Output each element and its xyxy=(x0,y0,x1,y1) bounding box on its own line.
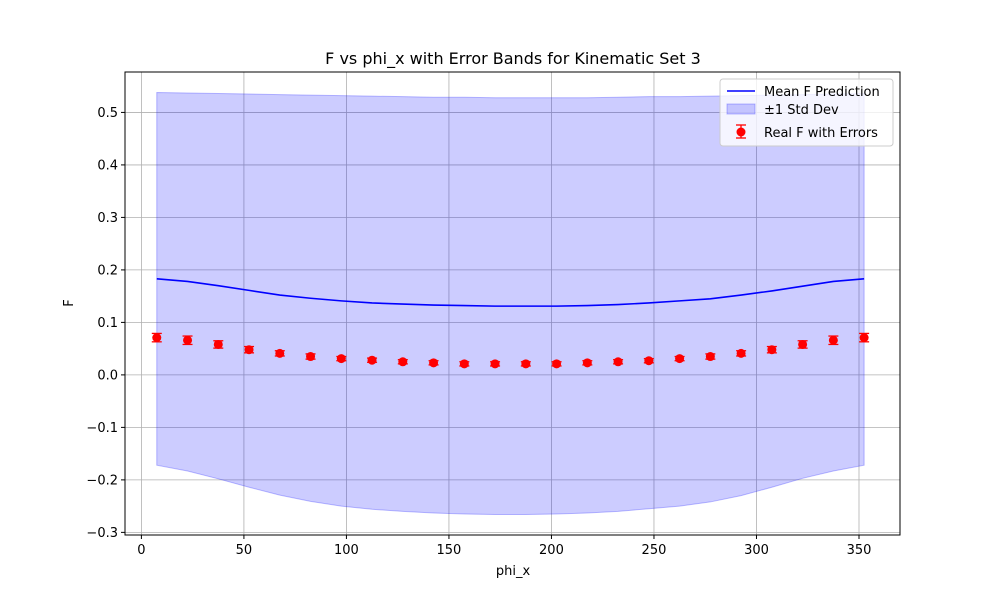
data-point xyxy=(459,359,469,369)
legend-frame xyxy=(719,78,894,147)
legend: Mean F Prediction ±1 Std Dev Real F with… xyxy=(719,78,894,147)
y-tick-label: 0.0 xyxy=(97,368,118,383)
data-point xyxy=(398,357,408,367)
legend-label-band: ±1 Std Dev xyxy=(764,103,839,118)
legend-label-mean: Mean F Prediction xyxy=(764,85,880,100)
data-point xyxy=(675,354,685,364)
real-f-points xyxy=(151,332,870,369)
y-tick-label: −0.1 xyxy=(86,421,118,436)
data-point xyxy=(521,359,531,369)
data-point xyxy=(582,358,592,368)
y-tick-label: 0.1 xyxy=(97,316,118,331)
x-tick-label: 350 xyxy=(847,543,872,558)
x-tick-label: 50 xyxy=(236,543,253,558)
data-point xyxy=(367,355,377,365)
y-axis-label: F xyxy=(62,299,77,306)
x-tick-label: 300 xyxy=(744,543,769,558)
x-axis-ticks: 0 50 100 150 200 250 300 350 xyxy=(137,535,871,558)
legend-point-swatch xyxy=(736,127,746,137)
data-point xyxy=(644,356,654,366)
y-tick-label: 0.2 xyxy=(97,263,118,278)
y-tick-label: 0.3 xyxy=(97,211,118,226)
data-point xyxy=(336,354,346,364)
y-tick-label: 0.4 xyxy=(97,158,118,173)
std-dev-band-area xyxy=(156,91,865,516)
data-point xyxy=(828,335,838,345)
data-point xyxy=(306,352,316,362)
data-point xyxy=(429,358,439,368)
x-tick-label: 150 xyxy=(437,543,462,558)
data-point xyxy=(213,339,223,349)
data-point xyxy=(613,357,623,367)
x-tick-label: 250 xyxy=(642,543,667,558)
data-point xyxy=(275,348,285,358)
x-tick-label: 200 xyxy=(539,543,564,558)
grid xyxy=(125,72,900,535)
data-point xyxy=(859,333,869,343)
data-point xyxy=(152,333,162,343)
x-axis-label: phi_x xyxy=(496,564,531,579)
data-point xyxy=(183,335,193,345)
mean-prediction-line xyxy=(156,278,865,307)
std-dev-band xyxy=(156,91,865,516)
data-point xyxy=(244,345,254,355)
data-point xyxy=(767,345,777,355)
y-axis-ticks: −0.3 −0.2 −0.1 0.0 0.1 0.2 0.3 0.4 0.5 xyxy=(86,106,125,541)
y-tick-label: 0.5 xyxy=(97,106,118,121)
data-point xyxy=(736,348,746,358)
data-point xyxy=(798,339,808,349)
x-tick-label: 100 xyxy=(334,543,359,558)
plot-area-frame xyxy=(124,71,901,536)
mean-prediction-polyline xyxy=(156,278,865,307)
data-point xyxy=(490,359,500,369)
y-tick-label: −0.2 xyxy=(86,473,118,488)
legend-band-swatch xyxy=(726,103,756,115)
x-tick-label: 0 xyxy=(137,543,145,558)
data-point xyxy=(552,359,562,369)
legend-label-points: Real F with Errors xyxy=(764,126,878,141)
y-tick-label: −0.3 xyxy=(86,526,118,541)
chart-title: F vs phi_x with Error Bands for Kinemati… xyxy=(325,49,701,69)
data-point xyxy=(705,352,715,362)
